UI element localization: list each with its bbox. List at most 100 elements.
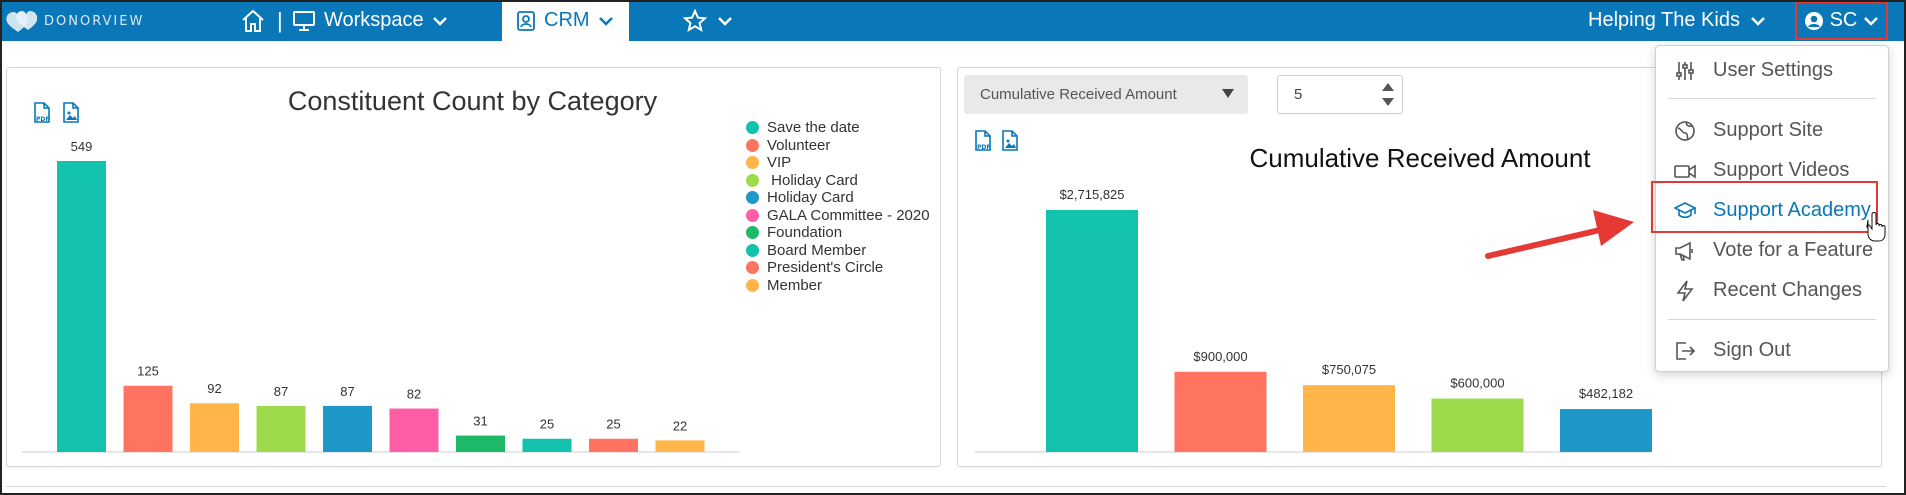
- crm-tab[interactable]: CRM: [502, 0, 629, 41]
- legend-label: President's Circle: [767, 259, 884, 277]
- legend-label: Holiday Card: [767, 171, 858, 189]
- menu-item-label: Sign Out: [1713, 338, 1791, 361]
- legend-item[interactable]: Holiday Card: [746, 189, 930, 207]
- bar[interactable]: [256, 405, 306, 452]
- bar[interactable]: [389, 408, 439, 452]
- legend-item[interactable]: Volunteer: [746, 137, 930, 155]
- menu-divider: [1668, 98, 1876, 99]
- organization-menu[interactable]: Helping The Kids: [1588, 0, 1766, 41]
- top-count-input[interactable]: 5: [1277, 75, 1403, 114]
- user-dropdown-menu: User Settings Support Site Support Video…: [1655, 45, 1889, 372]
- menu-item-label: Support Videos: [1713, 158, 1850, 181]
- menu-item-support-videos[interactable]: Support Videos: [1656, 154, 1888, 186]
- export-pdf-button[interactable]: PDF: [32, 102, 52, 129]
- menu-item-label: Support Site: [1713, 118, 1824, 141]
- pdf-icon: PDF: [975, 130, 991, 151]
- bar[interactable]: [123, 385, 173, 452]
- monitor-icon: [293, 10, 315, 31]
- legend-swatch: [746, 243, 759, 257]
- bar[interactable]: [589, 438, 638, 452]
- metric-select[interactable]: Cumulative Received Amount: [964, 75, 1248, 114]
- donorview-logo[interactable]: DONORVIEW: [4, 6, 144, 36]
- spin-down-icon[interactable]: [1382, 98, 1394, 106]
- chart-legend: Save the date Volunteer VIP Holiday Card Ho…: [746, 119, 930, 294]
- legend-item[interactable]: President's Circle: [746, 259, 930, 277]
- svg-text:PDF: PDF: [36, 116, 49, 123]
- bar[interactable]: [655, 440, 705, 452]
- crm-label: CRM: [544, 9, 590, 31]
- bar-value-label: 31: [473, 414, 487, 429]
- menu-item-support-site[interactable]: Support Site: [1656, 114, 1888, 146]
- image-icon: [63, 102, 79, 123]
- chevron-down-icon: [432, 16, 447, 26]
- legend-item[interactable]: GALA Committee - 2020: [746, 207, 930, 225]
- bar[interactable]: [1560, 409, 1652, 452]
- bar[interactable]: [456, 435, 505, 452]
- export-image-button[interactable]: [1001, 130, 1019, 157]
- bar[interactable]: [57, 161, 106, 452]
- export-image-button[interactable]: [62, 102, 80, 129]
- top-navigation-bar: DONORVIEW | Workspace CRM Helping The Ki…: [0, 0, 1906, 41]
- menu-divider: [1668, 319, 1876, 320]
- menu-item-label: Recent Changes: [1713, 278, 1862, 301]
- sliders-icon: [1676, 62, 1694, 80]
- menu-item-user-settings[interactable]: User Settings: [1656, 54, 1888, 86]
- bar[interactable]: [1174, 371, 1267, 452]
- legend-swatch: [746, 173, 759, 187]
- bar-value-label: $900,000: [1193, 349, 1247, 364]
- legend-item[interactable]: Board Member: [746, 242, 930, 260]
- legend-swatch: [746, 226, 759, 240]
- user-menu-button[interactable]: SC: [1795, 1, 1888, 40]
- svg-text:PDF: PDF: [977, 144, 990, 151]
- legend-label: GALA Committee - 2020: [767, 206, 930, 224]
- bolt-icon: [1676, 280, 1694, 302]
- nav-separator: |: [277, 8, 283, 33]
- bar-value-label: 82: [407, 387, 421, 402]
- legend-label: Holiday Card: [767, 189, 854, 207]
- menu-item-label: Vote for a Feature: [1713, 238, 1874, 261]
- bar-value-label: 87: [274, 384, 288, 399]
- bar-value-label: 125: [137, 364, 159, 379]
- legend-swatch: [746, 121, 759, 135]
- legend-swatch: [746, 138, 759, 152]
- bar-value-label: 25: [540, 417, 554, 432]
- legend-swatch: [746, 191, 759, 205]
- menu-item-vote-feature[interactable]: Vote for a Feature: [1656, 234, 1888, 266]
- spin-up-icon[interactable]: [1382, 83, 1394, 91]
- home-button[interactable]: [240, 0, 266, 41]
- home-icon: [242, 9, 264, 32]
- bar[interactable]: [1046, 210, 1138, 452]
- workspace-label: Workspace: [324, 9, 424, 31]
- bar-value-label: 549: [71, 139, 93, 154]
- legend-item[interactable]: Member: [746, 277, 930, 295]
- user-initials: SC: [1829, 9, 1858, 31]
- favorites-menu[interactable]: [683, 0, 733, 41]
- workspace-menu[interactable]: Workspace: [292, 0, 448, 41]
- sign-out-icon: [1676, 342, 1696, 360]
- heart-logo-icon: [6, 11, 38, 32]
- legend-item[interactable]: Foundation: [746, 224, 930, 242]
- menu-item-support-academy[interactable]: Support Academy: [1656, 194, 1888, 226]
- bar[interactable]: [1303, 385, 1395, 452]
- bar-value-label: $2,715,825: [1059, 187, 1124, 202]
- legend-label: Foundation: [767, 224, 843, 242]
- left-chart-title: Constituent Count by Category: [287, 86, 658, 116]
- legend-swatch: [746, 208, 759, 222]
- legend-item[interactable]: Holiday Card: [746, 172, 930, 190]
- chevron-down-icon: [1751, 16, 1765, 26]
- legend-label: Volunteer: [767, 136, 831, 154]
- bar[interactable]: [522, 438, 572, 452]
- menu-item-sign-out[interactable]: Sign Out: [1656, 334, 1888, 366]
- export-pdf-button[interactable]: PDF: [973, 130, 993, 157]
- bar-value-label: $482,182: [1579, 386, 1633, 401]
- bar[interactable]: [1431, 398, 1524, 452]
- top-count-value: 5: [1294, 86, 1303, 103]
- legend-item[interactable]: VIP: [746, 154, 930, 172]
- bar[interactable]: [190, 403, 239, 452]
- legend-item[interactable]: Save the date: [746, 119, 930, 137]
- bar[interactable]: [323, 405, 372, 452]
- contact-card-icon: [517, 10, 535, 31]
- menu-item-recent-changes[interactable]: Recent Changes: [1656, 274, 1888, 306]
